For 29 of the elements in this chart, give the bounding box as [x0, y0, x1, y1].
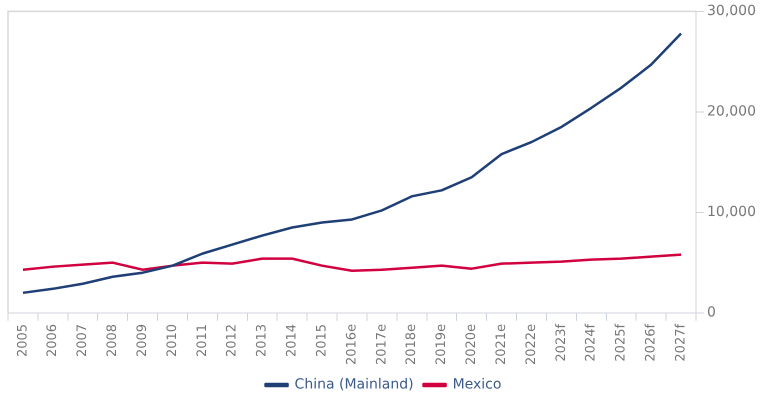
x-tick-label: 2025f	[614, 324, 629, 362]
x-tick-label: 2007	[75, 324, 90, 358]
x-tick-label: 2008	[105, 324, 120, 358]
x-tick-label: 2018e	[404, 324, 420, 366]
x-tick-label: 2020e	[464, 324, 480, 366]
x-tick-label: 2011	[194, 324, 210, 358]
x-tick-label: 2013	[254, 324, 270, 358]
x-tick-label: 2027f	[673, 324, 688, 362]
y-tick-label: 0	[707, 304, 716, 321]
y-tick-label: 30,000	[707, 3, 756, 20]
x-tick-label: 2026f	[644, 324, 659, 362]
x-tick-label: 2016e	[344, 324, 360, 366]
x-tick-label: 2019e	[434, 324, 450, 366]
legend-label: Mexico	[452, 376, 502, 393]
x-tick-label: 2006	[45, 324, 60, 358]
x-tick-label: 2012	[224, 324, 240, 358]
x-tick-label: 2009	[134, 324, 150, 358]
x-tick-label: 2021e	[494, 324, 509, 366]
y-tick-label: 10,000	[707, 204, 756, 220]
x-tick-label: 2005	[15, 324, 30, 358]
x-tick-label: 2022e	[524, 324, 539, 366]
x-tick-label: 2015	[314, 324, 330, 358]
y-tick-label: 20,000	[707, 104, 756, 120]
x-tick-label: 2014	[284, 324, 300, 358]
x-tick-label: 2017e	[374, 324, 390, 366]
x-tick-label: 2023f	[554, 324, 569, 362]
x-tick-label: 2010	[164, 324, 180, 358]
legend-label: China (Mainland)	[294, 376, 414, 393]
x-tick-label: 2024f	[584, 324, 599, 362]
